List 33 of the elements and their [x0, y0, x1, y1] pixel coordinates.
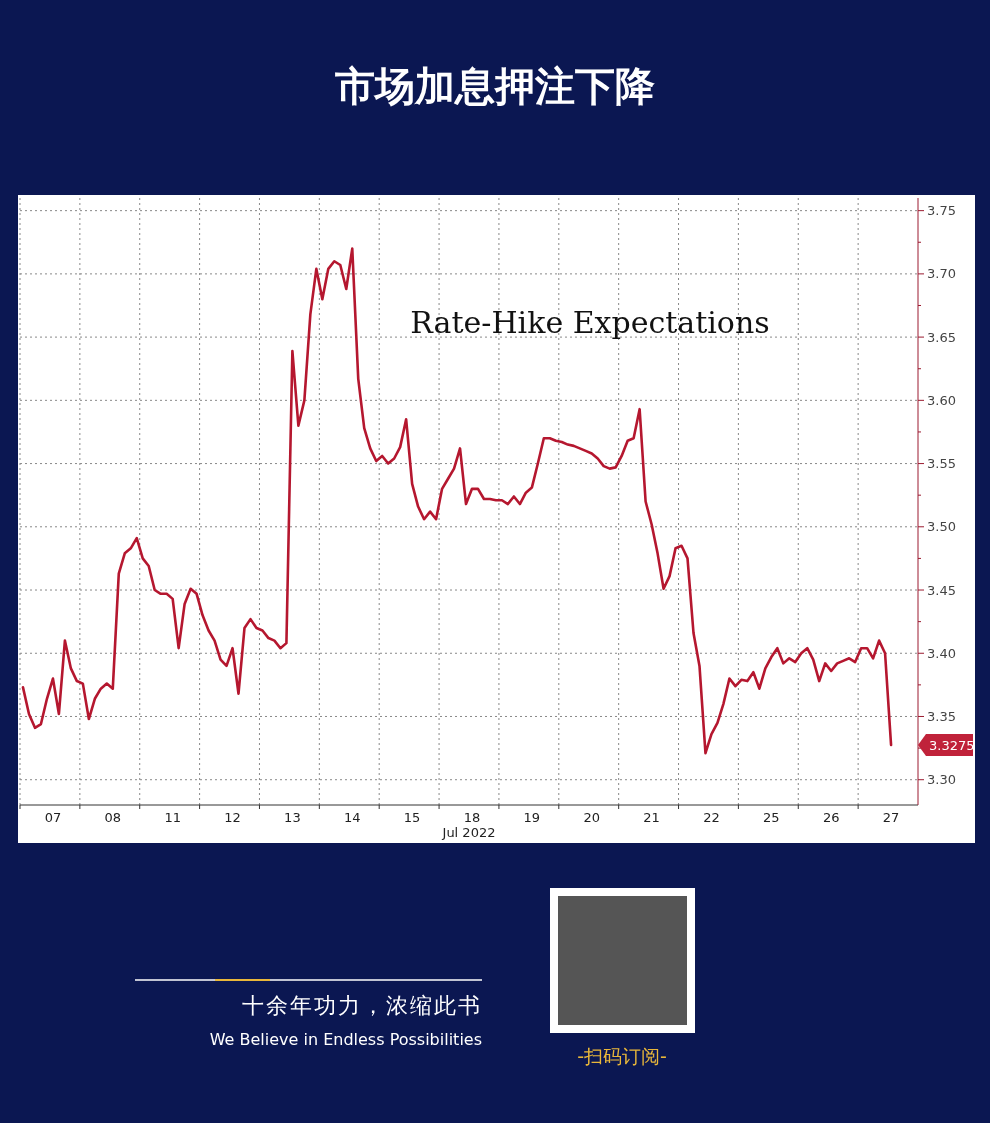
y-tick-label: 3.40 [927, 645, 956, 661]
x-tick-label: 07 [44, 810, 62, 825]
annotation: Rate-Hike Expectations [410, 305, 770, 340]
x-tick-label: 18 [463, 810, 481, 825]
y-tick-label: 3.30 [927, 772, 956, 788]
x-tick-label: 21 [643, 810, 660, 825]
y-tick-label: 3.35 [927, 708, 956, 724]
x-tick-label: 25 [763, 810, 780, 825]
y-tick-label: 3.60 [927, 392, 956, 408]
x-tick-label: 22 [703, 810, 720, 825]
x-tick-label: 13 [284, 810, 301, 825]
y-tick-label: 3.55 [927, 456, 956, 472]
y-tick-label: 3.45 [927, 582, 956, 598]
x-tick-label: 19 [523, 810, 541, 825]
line-series [21, 247, 893, 755]
chart-title: 市场加息押注下降 [334, 63, 655, 109]
y-tick-label: 3.65 [927, 329, 956, 345]
x-axis-title: Jul 2022 [441, 825, 496, 840]
text: We Believe in Endless Possibilities [209, 1030, 482, 1049]
text: 十余年功力，浓缩此书 [242, 993, 482, 1018]
x-tick-label: 14 [343, 810, 361, 825]
x-tick-label: 11 [164, 810, 181, 825]
x-tick-label: 27 [882, 810, 900, 825]
y-tick-label: 3.50 [927, 519, 956, 535]
y-tick-label: 3.75 [927, 203, 956, 219]
y-tick-label: 3.70 [927, 266, 956, 282]
x-tick-label: 15 [403, 810, 421, 825]
text: 3.3275 [929, 737, 975, 753]
x-tick-label: 08 [104, 810, 122, 825]
x-tick-label: 20 [583, 810, 600, 825]
x-tick-label: 12 [224, 810, 241, 825]
x-tick-label: 26 [822, 810, 840, 825]
text: -扫码订阅- [577, 1045, 667, 1067]
